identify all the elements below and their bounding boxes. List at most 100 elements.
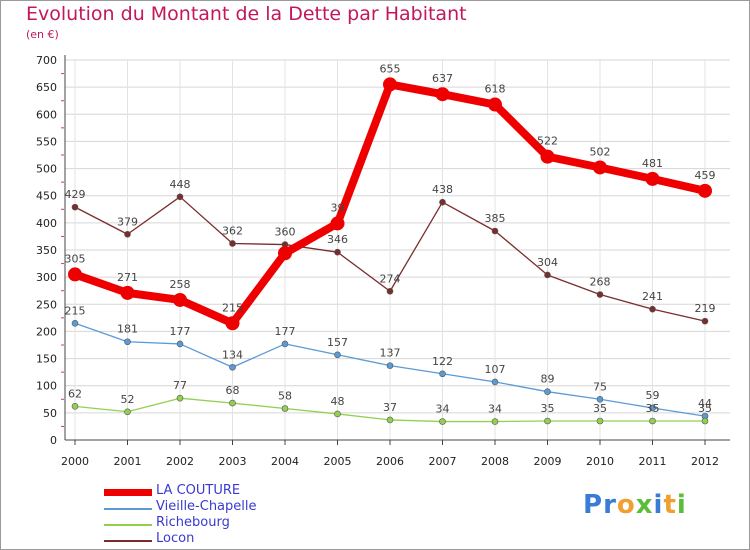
- data-label: 271: [117, 271, 138, 284]
- data-point: [71, 203, 79, 211]
- y-tick-label: 650: [36, 81, 57, 94]
- data-label: 181: [117, 323, 138, 336]
- logo-letter: o: [616, 490, 636, 520]
- data-label: 37: [383, 401, 397, 414]
- data-label: 522: [537, 135, 558, 148]
- data-label: 59: [646, 389, 660, 402]
- data-point: [593, 160, 607, 175]
- x-tick-label: 2011: [639, 455, 667, 468]
- data-point: [334, 351, 341, 359]
- data-label: 305: [65, 252, 86, 265]
- data-point: [596, 417, 604, 425]
- data-point: [439, 370, 446, 378]
- x-tick-label: 2009: [534, 455, 562, 468]
- data-point: [383, 77, 397, 92]
- data-label: 35: [698, 402, 712, 415]
- data-point: [176, 394, 184, 402]
- x-tick-label: 2007: [429, 455, 457, 468]
- data-point: [176, 193, 184, 201]
- data-point: [386, 416, 394, 424]
- data-point: [596, 395, 604, 403]
- x-tick-label: 2001: [114, 455, 142, 468]
- data-label: 448: [170, 178, 191, 191]
- logo-letter: r: [603, 490, 617, 520]
- data-point: [124, 338, 131, 346]
- data-label: 362: [222, 224, 243, 237]
- data-label: 34: [436, 403, 450, 416]
- data-point: [334, 248, 341, 256]
- data-label: 44: [698, 397, 712, 410]
- data-point: [229, 363, 236, 371]
- legend-label: LA COUTURE: [156, 483, 241, 498]
- data-point: [540, 149, 555, 164]
- logo-letter: x: [635, 490, 654, 520]
- x-tick-label: 2002: [166, 455, 194, 468]
- data-label: 35: [541, 402, 555, 415]
- data-label: 429: [65, 188, 86, 201]
- data-label: 459: [695, 169, 716, 182]
- data-point: [596, 291, 604, 298]
- data-label: 268: [590, 276, 611, 289]
- y-tick-label: 150: [36, 353, 57, 366]
- legend-swatch: [104, 524, 152, 526]
- data-point: [491, 418, 499, 425]
- data-point: [544, 417, 551, 425]
- x-tick-label: 2003: [219, 455, 247, 468]
- data-label: 346: [327, 233, 348, 246]
- legend-swatch: [104, 540, 152, 542]
- data-label: 481: [642, 157, 663, 170]
- data-point: [491, 378, 499, 386]
- logo-letter: i: [653, 490, 664, 520]
- series-locon: [71, 193, 709, 325]
- data-label: 304: [537, 256, 558, 269]
- y-tick-label: 300: [36, 271, 57, 284]
- data-label: 48: [331, 395, 345, 408]
- data-point: [124, 408, 131, 416]
- data-label: 68: [226, 384, 240, 397]
- grid: [65, 59, 730, 440]
- data-label: 618: [485, 83, 506, 96]
- data-label: 502: [590, 145, 611, 158]
- y-tick-label: 100: [36, 380, 57, 393]
- logo-letter: P: [583, 490, 604, 520]
- data-label: 215: [222, 301, 243, 314]
- data-point: [698, 183, 712, 198]
- x-tick-label: 2004: [271, 455, 299, 468]
- data-point: [334, 410, 341, 418]
- data-label: 52: [121, 393, 135, 406]
- data-point: [71, 319, 79, 327]
- data-point: [701, 317, 709, 325]
- data-point: [386, 362, 394, 369]
- data-point: [544, 271, 551, 279]
- series-la-couture: [68, 77, 712, 331]
- data-point: [229, 240, 236, 247]
- data-label: 35: [593, 402, 607, 415]
- data-label: 137: [380, 347, 401, 360]
- y-tick-label: 250: [36, 298, 57, 311]
- legend-swatch: [104, 489, 152, 496]
- x-tick-label: 2005: [324, 455, 352, 468]
- data-point: [330, 216, 345, 231]
- data-point: [68, 267, 82, 282]
- data-point: [281, 405, 289, 412]
- y-tick-label: 350: [36, 244, 57, 257]
- y-tick-label: 400: [36, 217, 57, 230]
- x-tick-label: 2012: [691, 455, 719, 468]
- y-tick-label: 450: [36, 190, 57, 203]
- x-tick-label: 2006: [376, 455, 404, 468]
- logo-letter: t: [663, 490, 677, 520]
- legend-swatch: [104, 508, 152, 510]
- data-label: 379: [117, 215, 138, 228]
- data-label: 39: [331, 201, 345, 214]
- data-label: 241: [642, 290, 663, 303]
- y-tick-label: 600: [36, 108, 57, 121]
- data-point: [491, 227, 499, 235]
- data-point: [278, 246, 292, 261]
- data-point: [71, 403, 79, 410]
- data-label: 134: [222, 348, 243, 361]
- legend-label: Locon: [156, 531, 195, 546]
- x-tick-label: 2000: [61, 455, 89, 468]
- data-point: [544, 388, 551, 395]
- data-label: 62: [68, 387, 82, 400]
